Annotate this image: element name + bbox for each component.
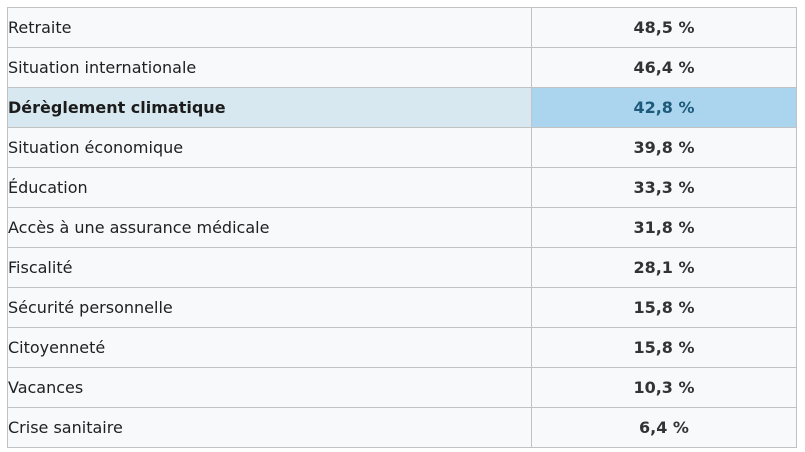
row-label: Situation économique [7, 127, 532, 168]
table-row[interactable]: Situation économique 39,8 % [7, 127, 797, 168]
table-row[interactable]: Fiscalité 28,1 % [7, 247, 797, 288]
row-value: 39,8 % [531, 127, 797, 168]
row-label: Dérèglement climatique [7, 87, 532, 128]
survey-table: Retraite 48,5 % Situation internationale 46… [7, 7, 797, 448]
table-body: Retraite 48,5 % Situation internationale 46… [7, 7, 797, 448]
table-row[interactable]: Éducation 33,3 % [7, 167, 797, 208]
table-row[interactable]: Crise sanitaire 6,4 % [7, 407, 797, 448]
row-value: 31,8 % [531, 207, 797, 248]
row-label: Vacances [7, 367, 532, 408]
row-value: 10,3 % [531, 367, 797, 408]
row-value: 15,8 % [531, 327, 797, 368]
table-row[interactable]: Retraite 48,5 % [7, 7, 797, 48]
row-label: Éducation [7, 167, 532, 208]
row-label: Situation internationale [7, 47, 532, 88]
table-row[interactable]: Sécurité personnelle 15,8 % [7, 287, 797, 328]
row-value: 46,4 % [531, 47, 797, 88]
row-label: Accès à une assurance médicale [7, 207, 532, 248]
row-value: 42,8 % [531, 87, 797, 128]
table-row[interactable]: Dérèglement climatique 42,8 % [7, 87, 797, 128]
row-value: 6,4 % [531, 407, 797, 448]
row-value: 48,5 % [531, 7, 797, 48]
row-value: 28,1 % [531, 247, 797, 288]
table-row[interactable]: Accès à une assurance médicale 31,8 % [7, 207, 797, 248]
table-row[interactable]: Vacances 10,3 % [7, 367, 797, 408]
row-label: Fiscalité [7, 247, 532, 288]
row-value: 33,3 % [531, 167, 797, 208]
row-label: Crise sanitaire [7, 407, 532, 448]
row-value: 15,8 % [531, 287, 797, 328]
row-label: Sécurité personnelle [7, 287, 532, 328]
row-label: Retraite [7, 7, 532, 48]
row-label: Citoyenneté [7, 327, 532, 368]
table-row[interactable]: Citoyenneté 15,8 % [7, 327, 797, 368]
table-row[interactable]: Situation internationale 46,4 % [7, 47, 797, 88]
